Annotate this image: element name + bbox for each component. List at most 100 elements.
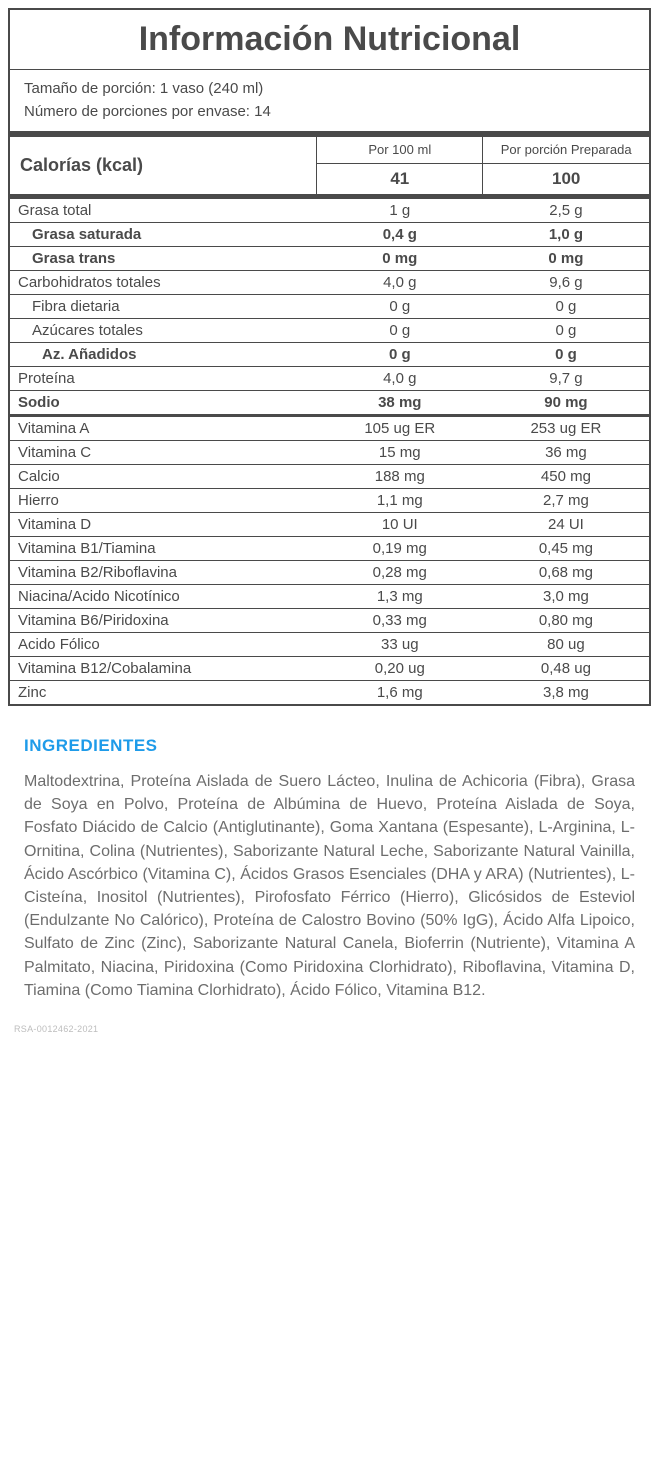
nutrient-per-100ml: 0 mg bbox=[317, 247, 483, 271]
nutrient-per-100ml: 188 mg bbox=[317, 465, 483, 489]
registration-code: RSA-0012462-2021 bbox=[0, 1010, 659, 1052]
nutrient-row: Fibra dietaria0 g0 g bbox=[10, 295, 649, 319]
nutrient-row: Calcio188 mg450 mg bbox=[10, 465, 649, 489]
nutrient-label: Proteína bbox=[10, 367, 317, 391]
nutrient-row: Niacina/Acido Nicotínico1,3 mg3,0 mg bbox=[10, 585, 649, 609]
nutrient-per-portion: 0 g bbox=[483, 319, 649, 343]
nutrient-per-portion: 80 ug bbox=[483, 633, 649, 657]
nutrient-label: Vitamina C bbox=[10, 441, 317, 465]
nutrient-per-100ml: 0,28 mg bbox=[317, 561, 483, 585]
nutrient-label: Vitamina B6/Piridoxina bbox=[10, 609, 317, 633]
nutrient-row: Sodio38 mg90 mg bbox=[10, 391, 649, 416]
nutrient-label: Azúcares totales bbox=[10, 319, 317, 343]
serving-size: Tamaño de porción: 1 vaso (240 ml) bbox=[24, 78, 635, 101]
nutrient-per-100ml: 38 mg bbox=[317, 391, 483, 416]
nutrient-label: Grasa saturada bbox=[10, 223, 317, 247]
nutrition-table: Calorías (kcal) Por 100 ml Por porción P… bbox=[10, 137, 649, 704]
nutrient-label: Vitamina B12/Cobalamina bbox=[10, 657, 317, 681]
nutrient-per-portion: 0 mg bbox=[483, 247, 649, 271]
nutrient-per-100ml: 0,20 ug bbox=[317, 657, 483, 681]
nutrient-per-100ml: 0 g bbox=[317, 319, 483, 343]
nutrient-per-portion: 90 mg bbox=[483, 391, 649, 416]
col-per-portion: Por porción Preparada bbox=[483, 137, 649, 164]
nutrient-label: Acido Fólico bbox=[10, 633, 317, 657]
nutrient-per-portion: 0,68 mg bbox=[483, 561, 649, 585]
ingredients-title: INGREDIENTES bbox=[24, 736, 635, 756]
nutrient-row: Grasa saturada0,4 g1,0 g bbox=[10, 223, 649, 247]
calories-100ml: 41 bbox=[317, 164, 483, 197]
nutrient-per-portion: 0,45 mg bbox=[483, 537, 649, 561]
nutrient-row: Grasa trans0 mg0 mg bbox=[10, 247, 649, 271]
nutrient-per-portion: 0 g bbox=[483, 343, 649, 367]
nutrient-row: Vitamina C15 mg36 mg bbox=[10, 441, 649, 465]
nutrient-per-portion: 0,80 mg bbox=[483, 609, 649, 633]
nutrient-per-portion: 9,7 g bbox=[483, 367, 649, 391]
nutrient-label: Vitamina A bbox=[10, 416, 317, 441]
calories-header-row: Calorías (kcal) Por 100 ml Por porción P… bbox=[10, 137, 649, 164]
nutrient-per-portion: 0,48 ug bbox=[483, 657, 649, 681]
nutrient-row: Carbohidratos totales4,0 g9,6 g bbox=[10, 271, 649, 295]
nutrient-label: Fibra dietaria bbox=[10, 295, 317, 319]
panel-title: Información Nutricional bbox=[10, 10, 649, 70]
nutrient-row: Zinc1,6 mg3,8 mg bbox=[10, 681, 649, 705]
serving-count: Número de porciones por envase: 14 bbox=[24, 101, 635, 124]
nutrient-per-100ml: 1 g bbox=[317, 197, 483, 223]
nutrient-label: Grasa trans bbox=[10, 247, 317, 271]
nutrient-label: Sodio bbox=[10, 391, 317, 416]
nutrient-label: Vitamina B2/Riboflavina bbox=[10, 561, 317, 585]
nutrient-per-portion: 2,5 g bbox=[483, 197, 649, 223]
nutrient-per-portion: 3,8 mg bbox=[483, 681, 649, 705]
nutrient-row: Vitamina B6/Piridoxina0,33 mg0,80 mg bbox=[10, 609, 649, 633]
nutrient-label: Vitamina B1/Tiamina bbox=[10, 537, 317, 561]
nutrient-label: Niacina/Acido Nicotínico bbox=[10, 585, 317, 609]
nutrient-label: Hierro bbox=[10, 489, 317, 513]
nutrient-per-portion: 1,0 g bbox=[483, 223, 649, 247]
nutrient-per-100ml: 15 mg bbox=[317, 441, 483, 465]
nutrient-per-portion: 2,7 mg bbox=[483, 489, 649, 513]
nutrient-per-100ml: 0,33 mg bbox=[317, 609, 483, 633]
nutrient-per-100ml: 10 UI bbox=[317, 513, 483, 537]
nutrient-row: Grasa total1 g2,5 g bbox=[10, 197, 649, 223]
nutrient-per-100ml: 1,3 mg bbox=[317, 585, 483, 609]
calories-label: Calorías (kcal) bbox=[10, 137, 317, 197]
nutrient-row: Acido Fólico33 ug80 ug bbox=[10, 633, 649, 657]
nutrient-row: Az. Añadidos0 g0 g bbox=[10, 343, 649, 367]
nutrient-per-portion: 9,6 g bbox=[483, 271, 649, 295]
nutrient-per-portion: 450 mg bbox=[483, 465, 649, 489]
nutrient-per-100ml: 4,0 g bbox=[317, 367, 483, 391]
nutrient-per-100ml: 105 ug ER bbox=[317, 416, 483, 441]
nutrient-label: Az. Añadidos bbox=[10, 343, 317, 367]
nutrient-label: Zinc bbox=[10, 681, 317, 705]
serving-info: Tamaño de porción: 1 vaso (240 ml) Númer… bbox=[10, 70, 649, 137]
nutrient-row: Vitamina B2/Riboflavina0,28 mg0,68 mg bbox=[10, 561, 649, 585]
nutrient-per-100ml: 0 g bbox=[317, 343, 483, 367]
nutrient-per-100ml: 1,1 mg bbox=[317, 489, 483, 513]
nutrient-per-portion: 253 ug ER bbox=[483, 416, 649, 441]
ingredients-section: INGREDIENTES Maltodextrina, Proteína Ais… bbox=[0, 714, 659, 1010]
nutrient-per-portion: 0 g bbox=[483, 295, 649, 319]
nutrient-per-100ml: 33 ug bbox=[317, 633, 483, 657]
nutrient-label: Carbohidratos totales bbox=[10, 271, 317, 295]
calories-portion: 100 bbox=[483, 164, 649, 197]
nutrient-per-portion: 36 mg bbox=[483, 441, 649, 465]
nutrient-row: Vitamina B1/Tiamina0,19 mg0,45 mg bbox=[10, 537, 649, 561]
nutrient-per-100ml: 1,6 mg bbox=[317, 681, 483, 705]
nutrient-per-100ml: 4,0 g bbox=[317, 271, 483, 295]
nutrient-per-portion: 3,0 mg bbox=[483, 585, 649, 609]
nutrient-per-100ml: 0 g bbox=[317, 295, 483, 319]
nutrient-label: Calcio bbox=[10, 465, 317, 489]
nutrient-per-portion: 24 UI bbox=[483, 513, 649, 537]
nutrient-row: Proteína4,0 g9,7 g bbox=[10, 367, 649, 391]
nutrient-label: Grasa total bbox=[10, 197, 317, 223]
nutrient-per-100ml: 0,4 g bbox=[317, 223, 483, 247]
col-per-100ml: Por 100 ml bbox=[317, 137, 483, 164]
nutrient-row: Hierro1,1 mg2,7 mg bbox=[10, 489, 649, 513]
nutrition-panel: Información Nutricional Tamaño de porció… bbox=[8, 8, 651, 706]
nutrient-per-100ml: 0,19 mg bbox=[317, 537, 483, 561]
ingredients-text: Maltodextrina, Proteína Aislada de Suero… bbox=[24, 770, 635, 1002]
nutrient-row: Vitamina D10 UI24 UI bbox=[10, 513, 649, 537]
nutrient-row: Azúcares totales0 g0 g bbox=[10, 319, 649, 343]
nutrient-row: Vitamina B12/Cobalamina0,20 ug0,48 ug bbox=[10, 657, 649, 681]
nutrient-label: Vitamina D bbox=[10, 513, 317, 537]
nutrient-row: Vitamina A105 ug ER253 ug ER bbox=[10, 416, 649, 441]
